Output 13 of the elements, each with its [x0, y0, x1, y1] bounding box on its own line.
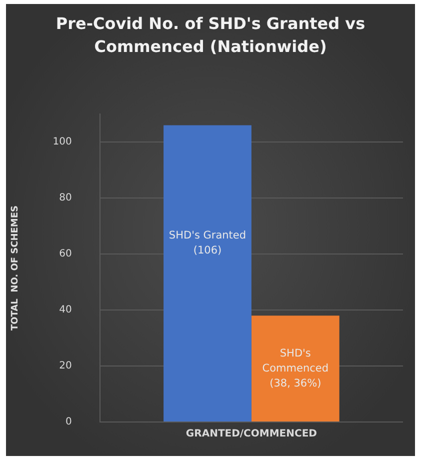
series-label: SHD's Granted: [168, 230, 246, 242]
y-axis-title: TOTAL NO. OF SCHEMES: [10, 205, 21, 331]
y-tick-label: 40: [59, 304, 72, 316]
y-tick-label: 20: [59, 360, 72, 372]
chart-title: Pre-Covid No. of SHD's Granted vs Commenced (Nationwide): [54, 13, 366, 58]
y-tick-label: 60: [59, 248, 72, 260]
y-tick-label: 100: [52, 136, 72, 148]
data-label: (38, 36%): [270, 377, 322, 390]
y-tick-label: 0: [66, 416, 72, 428]
y-tick-label: 80: [59, 192, 72, 204]
data-label: (106): [193, 244, 222, 257]
x-tick-label: GRANTED/COMMENCED: [186, 428, 317, 440]
series-label: SHD's Commenced: [262, 347, 329, 374]
